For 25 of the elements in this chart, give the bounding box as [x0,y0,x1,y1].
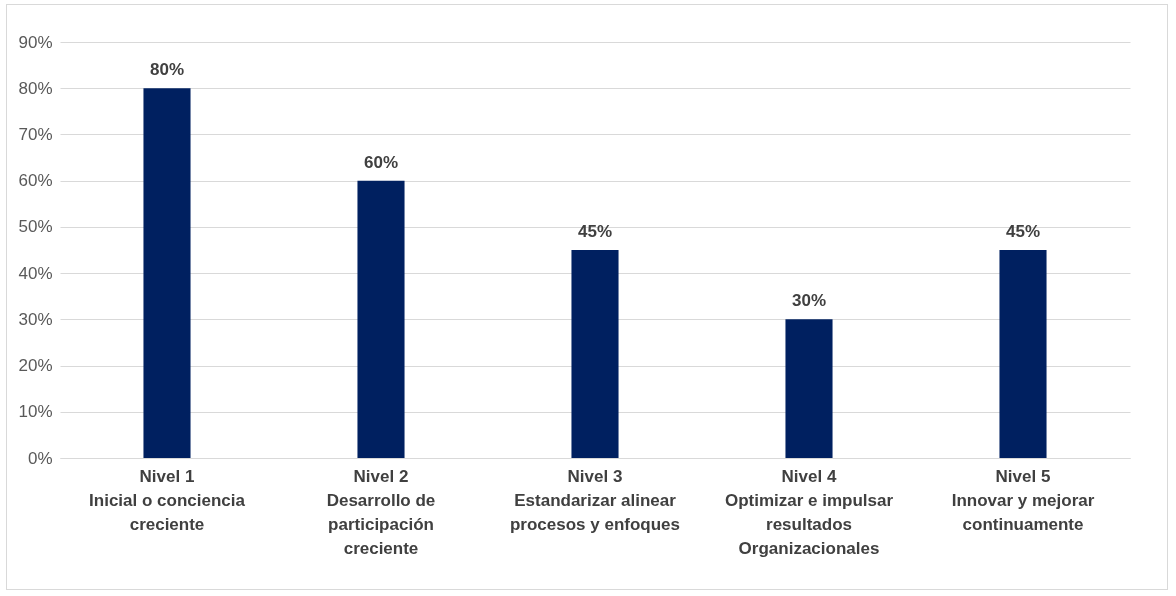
bar [143,88,191,458]
y-tick-label: 80% [18,78,53,98]
y-tick-label: 0% [27,448,53,468]
y-tick-label: 90% [18,32,53,52]
bar [357,180,405,458]
data-label: 80% [149,60,185,80]
data-label: 60% [363,152,399,172]
y-tick-label: 50% [18,217,53,237]
data-label: 30% [791,291,827,311]
y-tick-label: 20% [18,356,53,376]
x-tick-label: Nivel 5 Innovar y mejorar continuamente [951,466,1095,534]
data-label: 45% [577,222,613,241]
y-tick-label: 40% [18,263,53,283]
x-tick-label: Nivel 2 Desarrollo de participación creciente [326,466,436,558]
bar [571,250,619,458]
y-tick-label: 60% [18,171,53,191]
bar [999,250,1047,458]
y-tick-label: 30% [18,309,53,329]
x-tick-label: Nivel 3 Estandarizar alinear procesos y enfoques [509,466,681,534]
y-tick-label: 10% [18,402,53,422]
x-tick-label: Nivel 1 Inicial o conciencia creciente [89,466,246,534]
data-label: 45% [1005,222,1041,241]
y-tick-label: 70% [18,124,53,144]
x-tick-label: Nivel 4 Optimizar e impulsar resultados Organizacionales [724,466,894,558]
bar [785,319,833,458]
